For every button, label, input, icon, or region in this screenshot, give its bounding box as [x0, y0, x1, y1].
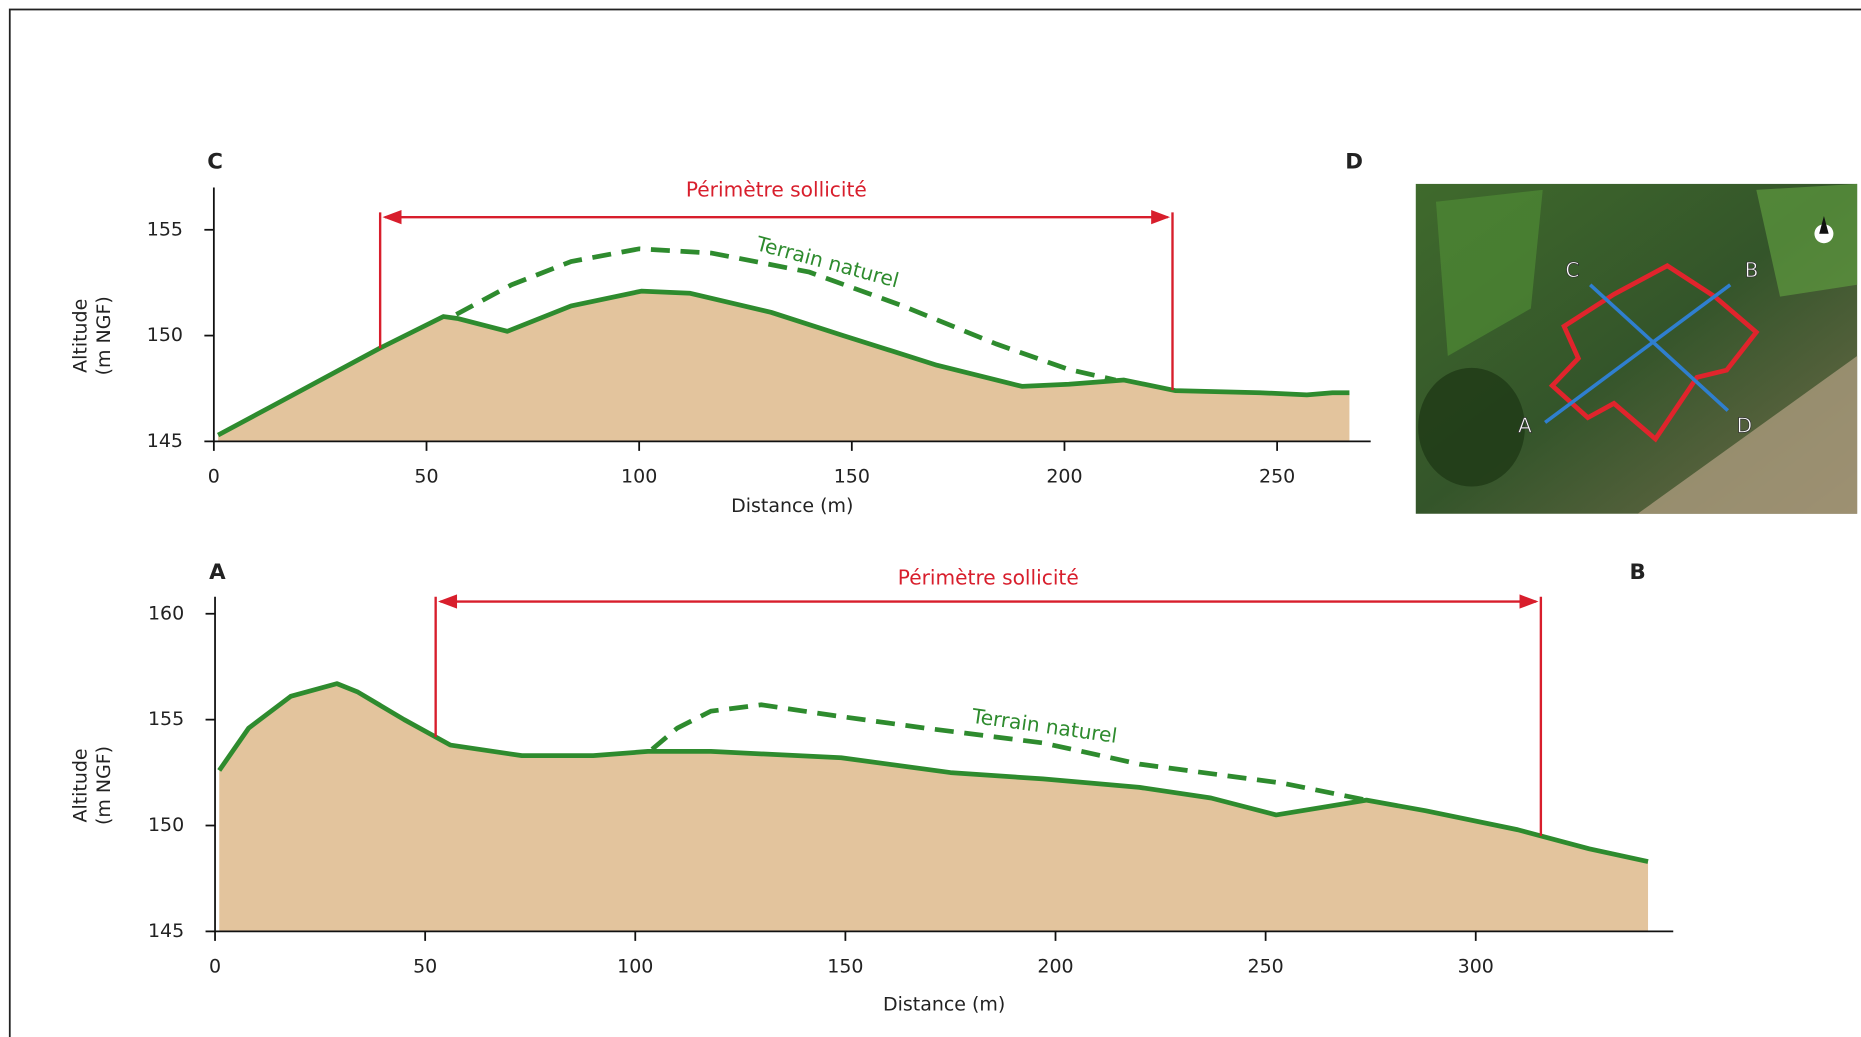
y-tick-label: 150	[147, 324, 183, 346]
site-map: C B A D	[1415, 183, 1858, 514]
y-axis-label: (m NGF)	[93, 296, 115, 375]
y-axis-label: (m NGF)	[93, 746, 115, 825]
arrow-head	[1519, 594, 1539, 609]
arrow-head	[1151, 210, 1171, 225]
map-forest	[1418, 367, 1525, 487]
map-label: C	[1565, 258, 1579, 282]
map-label: B	[1745, 258, 1759, 282]
terrain-line	[216, 288, 1350, 438]
x-tick-label: 150	[827, 955, 863, 977]
perimeter-label: Périmètre sollicité	[686, 178, 867, 202]
y-tick-label: 160	[148, 602, 184, 624]
perimeter-label: Périmètre sollicité	[898, 566, 1079, 590]
x-tick-label: 200	[1046, 465, 1082, 487]
map-label: A	[1518, 414, 1532, 438]
map-section	[1544, 283, 1732, 424]
corner-label: B	[1630, 560, 1646, 585]
map-section	[1588, 283, 1730, 412]
x-tick-label: 50	[413, 955, 437, 977]
corner-label: D	[1345, 150, 1363, 175]
x-tick-label: 300	[1458, 955, 1494, 977]
map-perimeter	[1548, 263, 1760, 443]
corner-label: A	[209, 560, 226, 585]
x-tick-label: 0	[208, 465, 220, 487]
x-tick-label: 250	[1248, 955, 1284, 977]
x-tick-label: 250	[1259, 465, 1295, 487]
y-tick-label: 145	[148, 920, 184, 942]
x-tick-label: 100	[617, 955, 653, 977]
y-tick-label: 155	[148, 708, 184, 730]
x-tick-label: 0	[209, 955, 221, 977]
x-tick-label: 150	[834, 465, 870, 487]
natural-terrain-label: Terrain naturel	[970, 704, 1119, 748]
map-field	[1756, 183, 1858, 297]
x-tick-label: 200	[1037, 955, 1073, 977]
corner-label: C	[207, 150, 223, 175]
map-label: D	[1737, 414, 1753, 438]
x-axis-label: Distance (m)	[883, 993, 1005, 1015]
x-tick-label: 100	[621, 465, 657, 487]
y-tick-label: 150	[148, 814, 184, 836]
y-tick-label: 145	[147, 430, 183, 452]
arrow-head	[382, 210, 402, 225]
natural-terrain-line	[650, 702, 1367, 803]
map-field	[1435, 189, 1543, 356]
terrain-line	[217, 681, 1649, 864]
terrain-fill	[218, 291, 1350, 442]
y-axis-label: Altitude	[69, 748, 91, 822]
natural-terrain-label: Terrain naturel	[753, 231, 901, 292]
y-tick-label: 155	[147, 218, 183, 240]
y-axis-label: Altitude	[69, 299, 91, 373]
map-field	[1637, 355, 1858, 514]
natural-terrain-line	[455, 246, 1117, 383]
x-tick-label: 50	[414, 465, 438, 487]
x-axis-label: Distance (m)	[731, 495, 853, 517]
arrow-head	[438, 594, 458, 609]
terrain-fill	[219, 683, 1649, 932]
frame	[8, 8, 1861, 1037]
north-arrow	[1819, 215, 1829, 234]
